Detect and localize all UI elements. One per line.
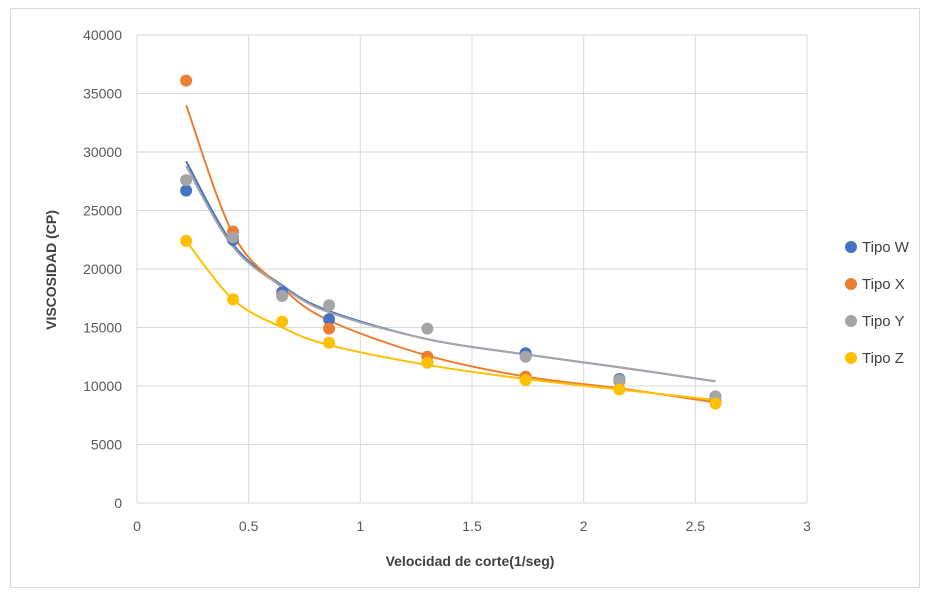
- trendlines: [185, 104, 716, 404]
- point-tipo-y: [227, 231, 240, 244]
- y-tick-label: 40000: [83, 27, 122, 43]
- point-tipo-z: [519, 374, 532, 387]
- point-tipo-x: [180, 74, 193, 87]
- point-tipo-y: [323, 299, 336, 312]
- y-tick-labels: 0 5000 10000 15000 20000 25000 30000 35000 40000: [83, 27, 122, 511]
- x-tick-label: 2: [580, 518, 588, 534]
- x-tick-label: 3: [803, 518, 811, 534]
- point-tipo-y: [276, 289, 289, 302]
- point-tipo-x: [323, 322, 336, 335]
- trendline-tipo-w: [185, 160, 716, 383]
- point-tipo-z: [613, 383, 626, 396]
- trendline-tipo-z: [185, 240, 716, 402]
- legend-marker: [845, 241, 857, 253]
- trendline-tipo-y: [185, 165, 716, 383]
- legend-marker: [845, 315, 857, 327]
- point-tipo-z: [323, 336, 336, 349]
- point-tipo-z: [421, 356, 434, 369]
- x-tick-labels: 0 0.5 1 1.5 2 2.5 3: [133, 518, 811, 534]
- x-tick-label: 2.5: [686, 518, 706, 534]
- point-tipo-z: [227, 293, 240, 306]
- legend-item-tipo-x: Tipo X: [845, 276, 905, 293]
- grid: [136, 34, 808, 504]
- y-tick-label: 25000: [83, 203, 122, 219]
- x-tick-label: 1.5: [462, 518, 482, 534]
- y-tick-label: 20000: [83, 261, 122, 277]
- y-tick-label: 0: [114, 495, 122, 511]
- x-tick-label: 0.5: [239, 518, 259, 534]
- x-tick-label: 1: [356, 518, 364, 534]
- x-axis-title: Velocidad de corte(1/seg): [386, 553, 555, 569]
- point-tipo-w: [180, 184, 193, 197]
- y-axis-title: VISCOSIDAD (CP): [43, 210, 59, 330]
- trendline-tipo-x: [185, 104, 716, 404]
- point-tipo-z: [709, 397, 722, 410]
- point-tipo-z: [180, 234, 193, 247]
- point-tipo-y: [421, 322, 434, 335]
- point-tipo-z: [276, 315, 289, 328]
- y-tick-label: 35000: [83, 86, 122, 102]
- legend-marker: [845, 352, 857, 364]
- legend-label: Tipo Y: [862, 313, 905, 330]
- legend-item-tipo-y: Tipo Y: [845, 313, 905, 330]
- legend-marker: [845, 278, 857, 290]
- data-points: [180, 74, 722, 410]
- legend-label: Tipo Z: [862, 350, 904, 367]
- y-tick-label: 30000: [83, 144, 122, 160]
- legend-item-tipo-z: Tipo Z: [845, 350, 904, 367]
- legend-item-tipo-w: Tipo W: [845, 239, 910, 256]
- y-tick-label: 5000: [91, 437, 122, 453]
- legend: Tipo W Tipo X Tipo Y Tipo Z: [845, 239, 910, 367]
- legend-label: Tipo W: [862, 239, 910, 256]
- x-tick-label: 0: [133, 518, 141, 534]
- point-tipo-y: [180, 174, 193, 187]
- chart-frame: [10, 8, 920, 588]
- y-tick-label: 15000: [83, 320, 122, 336]
- point-tipo-y: [519, 350, 532, 363]
- y-tick-label: 10000: [83, 378, 122, 394]
- legend-label: Tipo X: [862, 276, 905, 293]
